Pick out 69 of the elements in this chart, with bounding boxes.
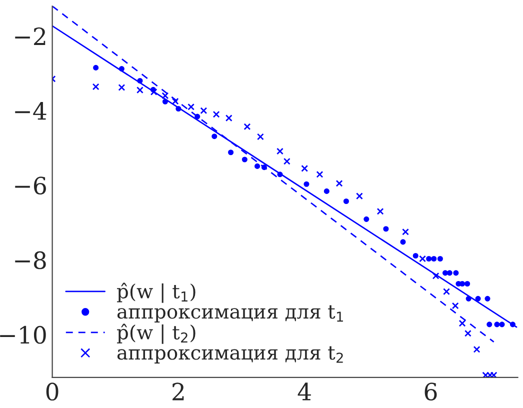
legend-label: p̂(w | t$_{2}$): [117, 324, 196, 344]
point: [458, 320, 466, 327]
y-tick-label: −10: [0, 326, 46, 344]
point: [244, 123, 251, 130]
point: [473, 346, 480, 353]
point: [443, 288, 450, 296]
point: [137, 78, 143, 84]
x-tick-label: 0: [46, 382, 58, 401]
point: [172, 98, 179, 105]
x-tick-label: 4: [298, 382, 311, 400]
point: [92, 83, 100, 90]
x-tick-label: 6: [424, 382, 437, 401]
y-tick-label: −4: [15, 102, 46, 120]
point: [225, 114, 232, 122]
point: [453, 270, 459, 276]
legend-label: p̂(w | t$_{1}$): [117, 282, 196, 303]
point: [301, 164, 308, 172]
y-tick-label: −2: [15, 27, 46, 45]
point: [336, 180, 343, 187]
point: [254, 163, 260, 169]
point: [162, 92, 169, 100]
y-tick-label: −6: [15, 176, 46, 195]
point: [212, 134, 218, 140]
legend-label: аппроксимация для t$_{2}$: [117, 346, 343, 364]
point: [452, 302, 459, 310]
point: [343, 198, 349, 204]
point: [484, 296, 490, 302]
point: [510, 322, 516, 328]
point: [212, 110, 220, 118]
point: [356, 192, 363, 200]
point: [499, 322, 505, 328]
point: [136, 86, 144, 94]
point: [464, 280, 470, 287]
point: [277, 172, 283, 178]
point: [383, 226, 389, 232]
point: [432, 272, 440, 280]
point: [402, 228, 409, 236]
point: [464, 330, 472, 337]
point: [188, 103, 195, 110]
point: [118, 84, 126, 91]
legend-label: аппроксимация для t$_{1}$: [117, 305, 343, 323]
y-tick-label: −8: [15, 251, 46, 270]
point: [162, 98, 168, 104]
point: [475, 296, 481, 302]
point: [324, 188, 330, 194]
point: [118, 66, 124, 72]
point: [176, 106, 182, 112]
point: [494, 322, 500, 328]
point: [466, 296, 472, 302]
point: [316, 170, 324, 178]
point: [364, 216, 370, 222]
point: [412, 252, 418, 259]
point: [426, 256, 432, 262]
point: [486, 322, 492, 328]
point: [228, 150, 234, 156]
point: [242, 156, 248, 162]
point: [194, 114, 200, 120]
point: [437, 256, 443, 262]
point: [419, 255, 426, 262]
point: [400, 239, 406, 245]
point: [304, 181, 310, 187]
point: [200, 107, 208, 114]
point: [283, 158, 290, 165]
x-tick-label: 2: [172, 382, 184, 400]
point: [93, 64, 99, 70]
point: [256, 133, 264, 140]
point: [276, 148, 284, 155]
point: [376, 208, 384, 215]
point: [431, 256, 437, 262]
